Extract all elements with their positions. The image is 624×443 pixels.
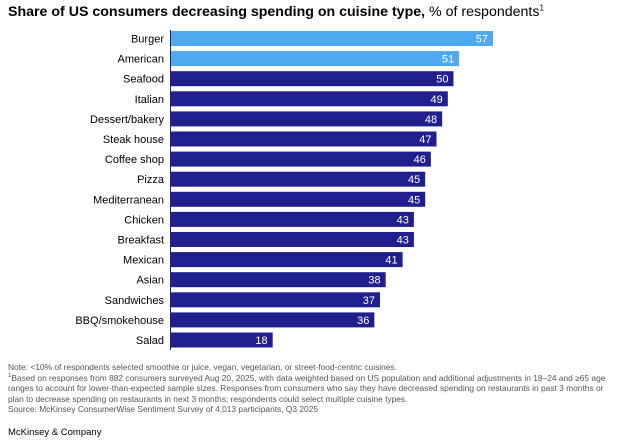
source-text: Source: McKinsey ConsumerWise Sentiment …: [8, 404, 319, 415]
value-label-steak-house: 47: [419, 134, 431, 146]
bar-steak-house: [171, 131, 437, 147]
value-label-mediterranean: 45: [408, 194, 420, 206]
bar-chicken: [171, 211, 414, 227]
bar-salad: [171, 332, 273, 348]
value-label-salad: 18: [255, 335, 267, 347]
value-label-chicken: 43: [397, 214, 409, 226]
chart-title-unit: % of respondents: [425, 4, 540, 20]
category-label-italian: Italian: [135, 94, 164, 106]
category-label-salad: Salad: [136, 335, 164, 347]
bar-sandwiches: [171, 292, 381, 308]
bar-mediterranean: [171, 191, 426, 207]
category-label-coffee-shop: Coffee shop: [105, 154, 164, 166]
category-label-bbq-smokehouse: BBQ/smokehouse: [75, 315, 164, 327]
value-label-seafood: 50: [436, 74, 448, 86]
category-label-asian: Asian: [136, 275, 164, 287]
value-label-breakfast: 43: [397, 235, 409, 247]
bar-pizza: [171, 171, 426, 187]
category-label-mediterranean: Mediterranean: [93, 194, 164, 206]
title-footnote-mark: 1: [539, 3, 544, 13]
footnote-text: 1Based on responses from 882 consumers s…: [8, 373, 620, 405]
bar-bbq-smokehouse: [171, 312, 375, 328]
note-text: Note: <10% of respondents selected smoot…: [8, 362, 397, 372]
chart-notes: Note: <10% of respondents selected smoot…: [8, 362, 620, 415]
value-label-sandwiches: 37: [363, 295, 375, 307]
bars-group: Burger 57 American 51 Seafood 50 Italian 49 Dess…: [75, 31, 493, 348]
category-label-burger: Burger: [131, 34, 164, 46]
value-label-italian: 49: [431, 94, 443, 106]
value-label-asian: 38: [368, 275, 380, 287]
category-label-seafood: Seafood: [123, 74, 164, 86]
category-label-chicken: Chicken: [124, 214, 164, 226]
bar-mexican: [171, 252, 403, 268]
value-label-bbq-smokehouse: 36: [357, 315, 369, 327]
category-label-breakfast: Breakfast: [118, 235, 164, 247]
bar-american: [171, 51, 460, 67]
value-label-mexican: 41: [385, 255, 397, 267]
bar-chart: Burger 57 American 51 Seafood 50 Italian 49 Dess…: [75, 30, 493, 350]
category-label-steak-house: Steak house: [103, 134, 164, 146]
bar-dessert-bakery: [171, 111, 443, 127]
bar-breakfast: [171, 232, 414, 247]
bar-seafood: [171, 71, 454, 87]
value-label-american: 51: [442, 54, 454, 66]
bar-asian: [171, 272, 386, 288]
value-label-pizza: 45: [408, 174, 420, 186]
footnote-mark: 1: [8, 372, 12, 379]
value-label-coffee-shop: 46: [414, 154, 426, 166]
bar-coffee-shop: [171, 151, 431, 167]
bar-burger: [171, 31, 493, 46]
brand-logo-text: McKinsey & Company: [8, 427, 102, 438]
category-label-dessert-bakery: Dessert/bakery: [90, 114, 164, 126]
chart-title: Share of US consumers decreasing spendin…: [8, 3, 544, 21]
category-label-sandwiches: Sandwiches: [105, 295, 165, 307]
value-label-dessert-bakery: 48: [425, 114, 437, 126]
category-label-mexican: Mexican: [123, 255, 164, 267]
bar-italian: [171, 91, 448, 107]
category-label-american: American: [118, 54, 164, 66]
category-label-pizza: Pizza: [137, 174, 165, 186]
footnote-body: Based on responses from 882 consumers su…: [8, 372, 606, 404]
chart-title-bold: Share of US consumers decreasing spendin…: [8, 4, 426, 20]
value-label-burger: 57: [476, 34, 488, 46]
